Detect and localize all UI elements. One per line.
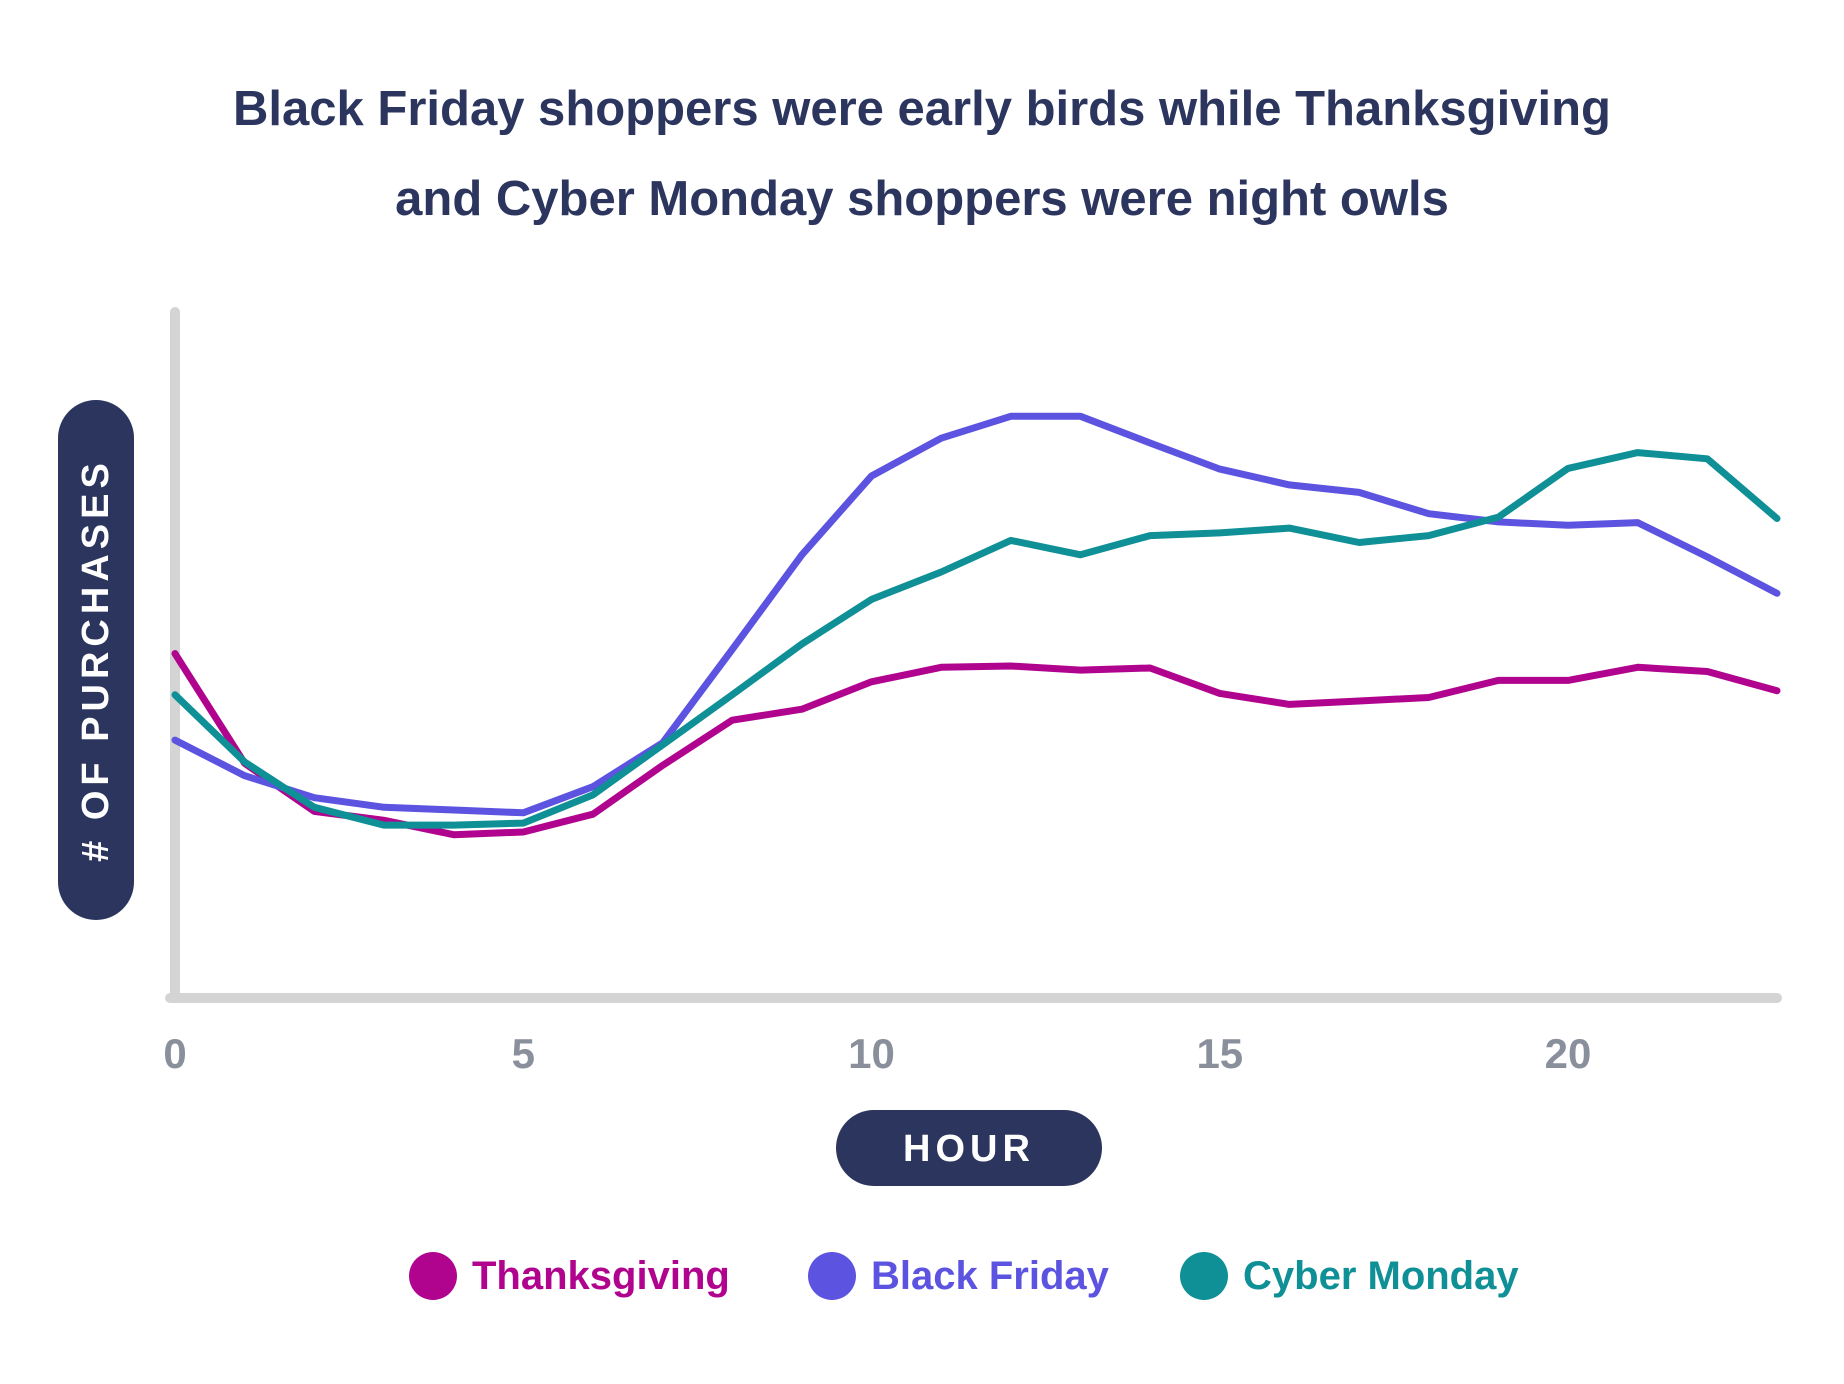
chart-title-line-1: Black Friday shoppers were early birds w… [233, 82, 1611, 136]
series-line-black-friday [171, 412, 1781, 817]
legend: Thanksgiving Black Friday Cyber Monday [409, 1252, 1519, 1300]
legend-item-cyber-monday: Cyber Monday [1180, 1252, 1519, 1300]
x-tick-label-10: 10 [848, 1030, 895, 1077]
x-axis-label-text: HOUR [903, 1128, 1035, 1170]
x-axis-label-pill [836, 1110, 1102, 1186]
chart-title-line-2: and Cyber Monday shoppers were night owl… [395, 172, 1449, 226]
series-line-cyber-monday [171, 449, 1781, 829]
y-axis-label-pill [58, 400, 134, 920]
legend-label-thanksgiving: Thanksgiving [472, 1254, 730, 1298]
x-tick-label-20: 20 [1545, 1030, 1592, 1077]
legend-label-black-friday: Black Friday [871, 1254, 1110, 1298]
y-axis-label-text: # OF PURCHASES [75, 458, 117, 862]
legend-item-thanksgiving: Thanksgiving [409, 1252, 730, 1300]
x-tick-label-5: 5 [512, 1030, 535, 1077]
legend-swatch-thanksgiving [409, 1252, 457, 1300]
legend-label-cyber-monday: Cyber Monday [1243, 1254, 1519, 1298]
x-tick-labels: 0 5 10 15 20 [163, 1030, 1591, 1077]
y-axis-label: # OF PURCHASES [58, 400, 134, 920]
series-line-thanksgiving [171, 650, 1781, 839]
legend-item-black-friday: Black Friday [808, 1252, 1110, 1300]
x-tick-label-0: 0 [163, 1030, 186, 1077]
legend-swatch-black-friday [808, 1252, 856, 1300]
series-lines [171, 412, 1781, 839]
x-axis-label: HOUR [836, 1110, 1102, 1186]
x-tick-label-15: 15 [1196, 1030, 1243, 1077]
legend-swatch-cyber-monday [1180, 1252, 1228, 1300]
